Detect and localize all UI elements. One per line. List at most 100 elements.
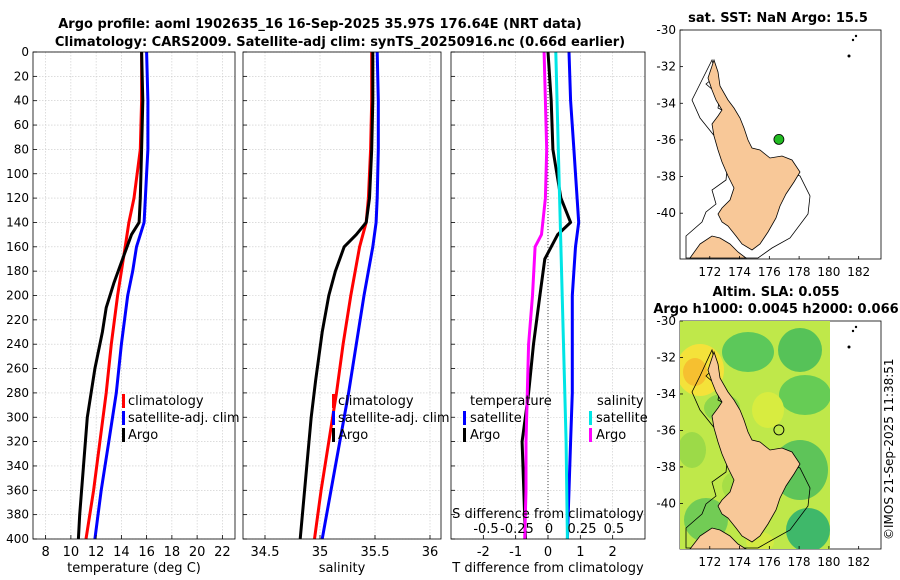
south-island-land: [689, 235, 748, 259]
x-tick-label: -1: [509, 545, 522, 560]
map-lat-tick-label: -32: [656, 60, 676, 74]
salinity-legend: climatology satellite-adj. clim Argo: [332, 394, 450, 443]
difference-legend: temperature satellite Argo salinity sate…: [463, 394, 648, 443]
map-lat-tick-label: -38: [656, 460, 676, 474]
float-position-marker: [773, 133, 785, 145]
x-tick-label: 1: [576, 545, 584, 560]
y-tick-label: 80: [14, 142, 29, 156]
x-tick-label: 14: [113, 545, 130, 560]
y-tick-label: 160: [6, 240, 29, 254]
y-tick-label: 200: [6, 289, 29, 303]
south-island-land: [689, 527, 747, 549]
map-lon-tick-label: 176: [758, 555, 781, 569]
y-tick-label: 400: [6, 532, 29, 546]
y-tick-label: 140: [6, 215, 29, 229]
x-tick-label: 18: [164, 545, 181, 560]
x-tick-label: 0: [544, 545, 552, 560]
s-tick-label: 0.25: [568, 522, 597, 537]
map-tick-labels: -30 -32 -34 -36 -38 -40 172 174 176 178 180 182 -30 -…: [656, 23, 870, 569]
map-lat-tick-label: -40: [656, 206, 676, 220]
series-line-temperature-satellite: [565, 51, 581, 540]
legend-swatch-satellite: [332, 411, 335, 425]
y-tick-label: 280: [6, 386, 29, 400]
legend-title-salinity: salinity: [597, 394, 644, 409]
legend-label-satellite: satellite-adj. clim: [338, 411, 450, 426]
y-tick-label: 220: [6, 313, 29, 327]
y-tick-label: 20: [14, 69, 29, 83]
sla-map: [679, 320, 882, 550]
y-tick-label: 40: [14, 94, 29, 108]
map-lat-tick-label: -34: [656, 387, 676, 401]
temperature-axes: 8 10 12 14 16 18 20 22 temperature (deg C) 0 20 40 6…: [6, 45, 236, 576]
series-line-salinity-argo: [523, 51, 549, 540]
series-line-satellite-adj-clim: [320, 51, 380, 540]
map-lat-tick-label: -30: [656, 314, 676, 328]
legend-swatch-sal-satellite: [589, 411, 592, 425]
map-lat-tick-label: -36: [656, 133, 676, 147]
y-tick-label: 240: [6, 337, 29, 351]
islet: [854, 325, 858, 329]
float-position-marker: [773, 424, 785, 436]
x-tick-label: 8: [41, 545, 49, 560]
y-tick-label: 120: [6, 191, 29, 205]
north-island-land: [707, 350, 801, 543]
y-tick-label: 100: [6, 167, 29, 181]
y-tick-label: 180: [6, 264, 29, 278]
series-line-temperature-argo: [520, 51, 573, 540]
s-tick-label: -0.25: [500, 522, 534, 537]
series-line-satellite-adj-clim: [93, 51, 150, 540]
islet: [847, 345, 851, 349]
s-tick-label: 0: [545, 522, 553, 537]
map-lat-tick-label: -32: [656, 350, 676, 364]
map-lon-tick-label: 180: [817, 265, 840, 279]
series-line-salinity-satellite: [554, 51, 569, 540]
legend-label-argo: Argo: [128, 428, 158, 443]
map-lat-tick-label: -36: [656, 423, 676, 437]
figure-title-line1: Argo profile: aoml 1902635_16 16-Sep-202…: [58, 17, 582, 32]
legend-swatch-temp-satellite: [463, 411, 466, 425]
islet: [847, 54, 851, 58]
salinity-axes: 34.5 35 35.5 36 salinity: [242, 51, 442, 576]
x-tick-label: 16: [138, 545, 155, 560]
map-lon-tick-label: 172: [698, 555, 721, 569]
map-lon-tick-label: 178: [788, 555, 811, 569]
map-lon-tick-label: 172: [698, 265, 721, 279]
map-lon-tick-label: 178: [788, 265, 811, 279]
x-tick-label: 34.5: [251, 545, 280, 560]
temperature-legend: climatology satellite-adj. clim Argo: [122, 394, 240, 443]
legend-label-argo: Argo: [338, 428, 368, 443]
map-lon-tick-label: 176: [758, 265, 781, 279]
y-tick-label: 380: [6, 508, 29, 522]
legend-swatch-climatology: [332, 394, 335, 408]
series-line-argo: [298, 52, 375, 540]
map-lon-tick-label: 182: [847, 555, 870, 569]
y-tick-label: 360: [6, 483, 29, 497]
x-axis-label: temperature (deg C): [67, 561, 201, 576]
map-lon-tick-label: 182: [847, 265, 870, 279]
sst-map-title: sat. SST: NaN Argo: 15.5: [688, 11, 868, 26]
x-tick-label: 35: [312, 545, 329, 560]
imos-watermark: ©IMOS 21-Sep-2025 11:38:51: [882, 358, 896, 540]
legend-swatch-temp-argo: [463, 428, 466, 442]
map-lat-tick-label: -38: [656, 170, 676, 184]
legend-label-sal-argo: Argo: [596, 428, 626, 443]
s-difference-ticks: -0.5 -0.25 0 0.25 0.5: [473, 522, 624, 537]
x-tick-label: 12: [88, 545, 105, 560]
y-tick-label: 340: [6, 459, 29, 473]
map-lat-tick-label: -34: [656, 96, 676, 110]
y-tick-label: 300: [6, 410, 29, 424]
series-line-argo: [76, 51, 145, 540]
x-tick-label: 36: [422, 545, 439, 560]
legend-swatch-climatology: [122, 394, 125, 408]
map-lon-tick-label: 174: [728, 555, 751, 569]
y-tick-label: 320: [6, 435, 29, 449]
islet: [851, 38, 855, 42]
s-tick-label: -0.5: [473, 522, 498, 537]
map-lat-tick-label: -30: [656, 23, 676, 37]
north-island-land: [707, 58, 801, 251]
legend-label-climatology: climatology: [128, 394, 204, 409]
legend-swatch-sal-argo: [589, 428, 592, 442]
map-lon-tick-label: 174: [728, 265, 751, 279]
legend-swatch-satellite: [122, 411, 125, 425]
